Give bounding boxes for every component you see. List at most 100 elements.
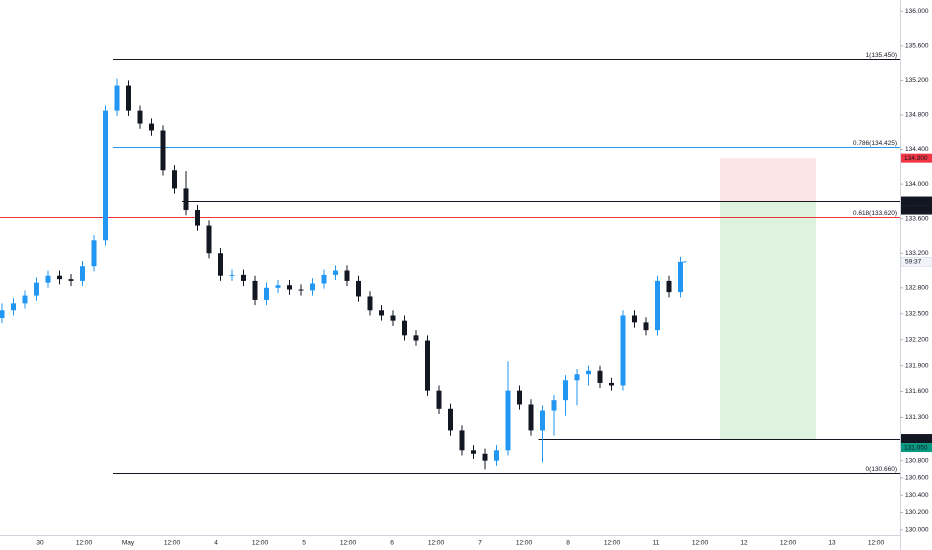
y-tick-label: 130.600 bbox=[905, 475, 929, 482]
candle-body bbox=[22, 295, 28, 304]
entry-price-label-box bbox=[901, 205, 932, 215]
candle-body bbox=[137, 110, 143, 124]
candle-body bbox=[655, 280, 660, 331]
y-tick-label: 133.200 bbox=[905, 250, 929, 257]
x-tick-label: 11 bbox=[653, 540, 660, 547]
countdown-box bbox=[900, 257, 932, 267]
candle-body bbox=[126, 85, 131, 111]
line-price-label-box bbox=[901, 434, 932, 444]
y-tick-label: 132.500 bbox=[905, 310, 929, 317]
y-tick-label: 135.600 bbox=[905, 43, 929, 50]
y-tick-label: 134.400 bbox=[905, 146, 929, 153]
x-tick-label: 6 bbox=[390, 540, 394, 547]
candle-body bbox=[448, 408, 453, 431]
candle-body bbox=[252, 280, 258, 300]
y-tick-label: 134.800 bbox=[905, 112, 929, 119]
stop-price-label: 134.300 bbox=[904, 155, 928, 162]
candle-body bbox=[643, 322, 649, 331]
candle-body bbox=[528, 404, 534, 431]
candle-body bbox=[356, 280, 361, 297]
candle-body bbox=[275, 285, 281, 288]
candle-body bbox=[80, 266, 85, 281]
y-tick-label: 131.900 bbox=[905, 362, 929, 369]
x-tick-label: 12:00 bbox=[428, 540, 445, 547]
x-tick-label: 12:00 bbox=[252, 540, 269, 547]
x-tick-label: 13 bbox=[828, 540, 836, 547]
candle-body bbox=[563, 380, 568, 401]
line-price-label: 131.056 bbox=[904, 435, 928, 442]
candle-body bbox=[68, 279, 74, 281]
y-tick-label: 132.200 bbox=[905, 336, 929, 343]
candle-body bbox=[620, 315, 626, 386]
x-tick-label: 30 bbox=[36, 540, 44, 547]
x-tick-label: 8 bbox=[566, 540, 570, 547]
candle-body bbox=[195, 210, 200, 226]
candle-body bbox=[344, 270, 350, 281]
candle-body bbox=[551, 400, 557, 411]
candle-body bbox=[206, 225, 212, 254]
line-price-label: 133.804 bbox=[904, 198, 928, 205]
candle-body bbox=[482, 453, 488, 461]
candle-body bbox=[540, 410, 545, 431]
candle-body bbox=[609, 382, 614, 386]
candle-body bbox=[149, 123, 154, 131]
candle-body bbox=[57, 275, 62, 280]
y-tick-label: 130.200 bbox=[905, 509, 929, 516]
y-tick-label: 131.600 bbox=[905, 388, 929, 395]
x-tick-label: 12 bbox=[740, 540, 748, 547]
fib-label: 0.786(134.425) bbox=[853, 140, 897, 147]
candle-body bbox=[298, 289, 304, 291]
candle-body bbox=[517, 390, 522, 405]
y-tick-label: 134.000 bbox=[905, 181, 929, 188]
x-tick-label: May bbox=[122, 540, 135, 547]
candle-body bbox=[45, 275, 51, 283]
target-price-label: 131.050 bbox=[904, 444, 928, 451]
x-tick-label: 5 bbox=[302, 540, 306, 547]
candle-body bbox=[218, 253, 223, 276]
candle-body bbox=[586, 370, 591, 375]
x-tick-label: 12:00 bbox=[516, 540, 533, 547]
x-tick-label: 12:00 bbox=[164, 540, 181, 547]
y-tick-label: 132.800 bbox=[905, 285, 929, 292]
candle-body bbox=[333, 270, 338, 275]
candle-body bbox=[160, 130, 166, 171]
y-tick-label: 130.800 bbox=[905, 457, 929, 464]
x-tick-label: 7 bbox=[478, 540, 482, 547]
candle-body bbox=[379, 310, 384, 316]
y-tick-label: 130.400 bbox=[905, 492, 929, 499]
candle-body bbox=[91, 240, 97, 267]
x-tick-label: 4 bbox=[214, 540, 218, 547]
fib-label: 1(135.450) bbox=[866, 52, 897, 59]
y-tick-label: 131.300 bbox=[905, 414, 929, 421]
x-tick-label: 12:00 bbox=[780, 540, 797, 547]
candle-body bbox=[632, 315, 637, 323]
fib-label: 0.618(133.620) bbox=[853, 210, 897, 217]
candle-body bbox=[183, 188, 189, 211]
candle-body bbox=[678, 261, 683, 293]
candle-body bbox=[666, 280, 672, 293]
candle-body bbox=[402, 320, 407, 336]
candle-body bbox=[367, 296, 373, 311]
candle-body bbox=[264, 287, 269, 300]
candle-body bbox=[287, 285, 292, 290]
candle-body bbox=[459, 430, 465, 451]
line-price-label-box bbox=[901, 196, 932, 206]
candle-body bbox=[494, 450, 499, 461]
candle-body bbox=[413, 335, 419, 341]
candle-body bbox=[471, 450, 476, 454]
candle-body bbox=[310, 283, 315, 291]
candle-body bbox=[103, 110, 108, 241]
candle-body bbox=[436, 390, 442, 409]
y-tick-label: 136.000 bbox=[905, 8, 929, 15]
candle-body bbox=[321, 274, 327, 284]
candle-body bbox=[390, 315, 396, 321]
x-tick-label: 12:00 bbox=[692, 540, 709, 547]
x-tick-label: 12:00 bbox=[76, 540, 93, 547]
y-tick-label: 133.600 bbox=[905, 215, 929, 222]
candle-body bbox=[505, 390, 511, 451]
fib-label: 0(130.660) bbox=[866, 466, 897, 473]
y-tick-label: 130.000 bbox=[905, 527, 929, 534]
x-tick-label: 12:00 bbox=[340, 540, 357, 547]
